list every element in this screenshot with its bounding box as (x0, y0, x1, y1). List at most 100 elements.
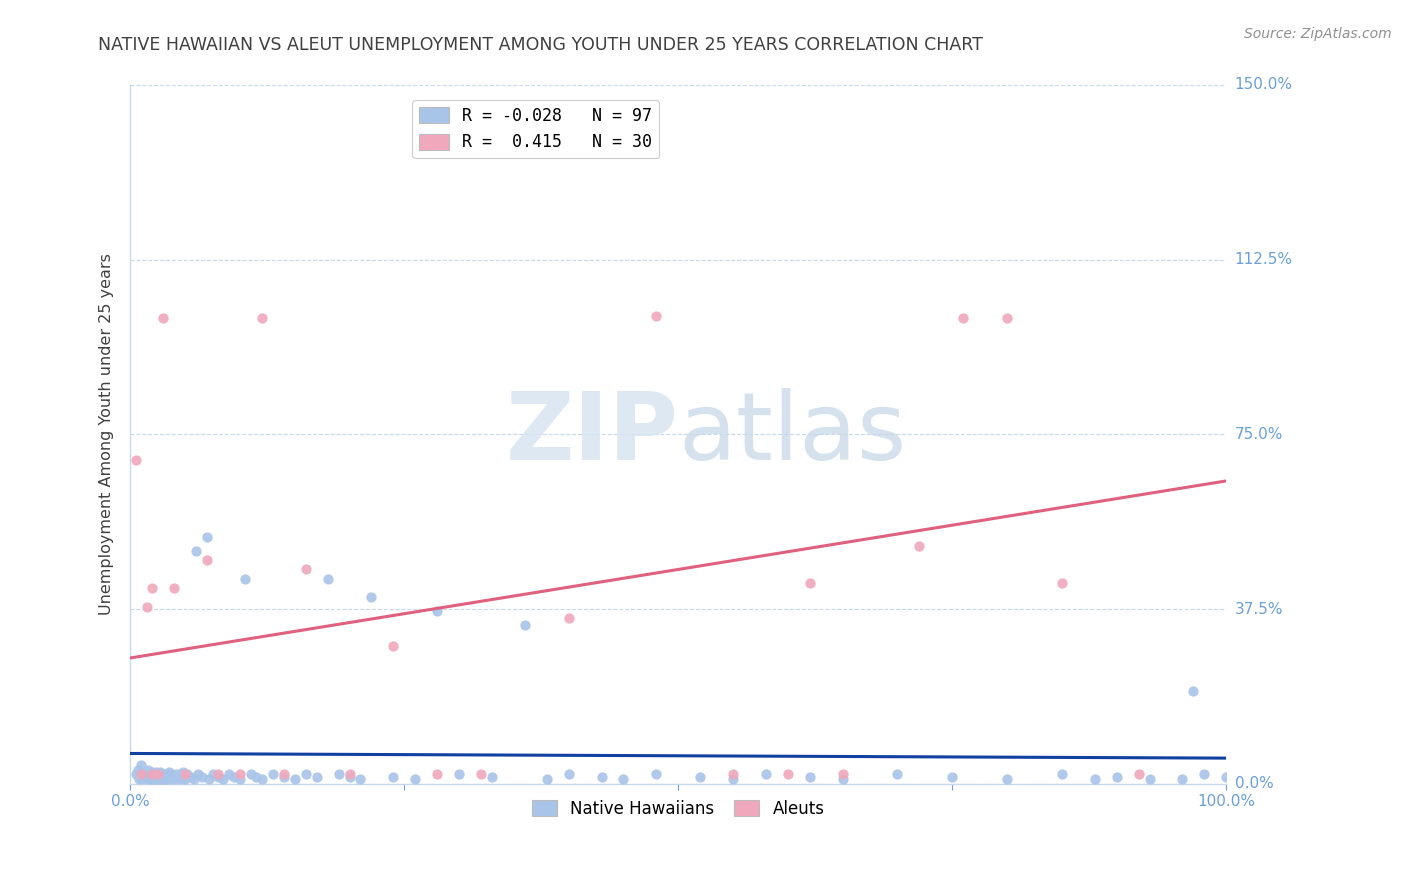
Point (148, 772, 170, 786)
Point (349, 772, 371, 786)
Text: 37.5%: 37.5% (1234, 601, 1284, 616)
Point (195, 553, 218, 567)
Point (143, 772, 166, 786)
Point (1105, 770, 1128, 784)
Point (145, 765, 167, 780)
Point (513, 618, 536, 632)
Point (426, 604, 449, 618)
Point (426, 767, 449, 781)
Point (449, 767, 471, 781)
Point (404, 772, 426, 786)
Point (382, 770, 405, 784)
Point (941, 770, 963, 784)
Point (136, 763, 159, 777)
Point (172, 765, 194, 780)
Point (127, 763, 149, 777)
Point (125, 767, 148, 781)
Point (152, 310, 174, 325)
Point (305, 770, 328, 784)
Point (141, 581, 163, 595)
Point (159, 772, 181, 786)
Point (689, 770, 711, 784)
Point (155, 772, 177, 786)
Point (284, 772, 307, 786)
Point (1050, 576, 1073, 591)
Point (1084, 772, 1107, 786)
Point (190, 770, 212, 784)
Point (995, 772, 1018, 786)
Y-axis label: Unemployment Among Youth under 25 years: Unemployment Among Youth under 25 years (100, 253, 114, 615)
Point (229, 772, 252, 786)
Point (128, 772, 150, 786)
Text: ZIP: ZIP (505, 388, 678, 480)
Point (195, 530, 218, 544)
Point (273, 767, 295, 781)
Point (382, 640, 405, 654)
Point (250, 310, 273, 325)
Point (591, 770, 613, 784)
Point (141, 772, 163, 786)
Text: 0.0%: 0.0% (1234, 776, 1274, 791)
Point (831, 772, 853, 786)
Point (339, 770, 361, 784)
Point (146, 767, 169, 781)
Point (129, 767, 152, 781)
Point (150, 772, 173, 786)
Point (339, 767, 361, 781)
Point (294, 562, 316, 576)
Text: 150.0%: 150.0% (1234, 78, 1292, 93)
Point (207, 767, 229, 781)
Point (176, 767, 198, 781)
Point (557, 611, 579, 625)
Point (721, 772, 744, 786)
Point (952, 310, 974, 325)
Text: 75.0%: 75.0% (1234, 427, 1282, 442)
Point (557, 767, 579, 781)
Point (224, 770, 246, 784)
Point (157, 765, 180, 780)
Point (212, 772, 235, 786)
Point (134, 770, 156, 784)
Point (721, 767, 744, 781)
Point (135, 767, 157, 781)
Point (612, 772, 634, 786)
Point (316, 572, 339, 586)
Point (129, 772, 152, 786)
Point (328, 767, 350, 781)
Point (143, 767, 166, 781)
Point (184, 543, 207, 558)
Legend: Native Hawaiians, Aleuts: Native Hawaiians, Aleuts (526, 793, 831, 824)
Point (799, 576, 821, 591)
Point (166, 767, 188, 781)
Point (1194, 767, 1216, 781)
Text: NATIVE HAWAIIAN VS ALEUT UNEMPLOYMENT AMONG YOUTH UNDER 25 YEARS CORRELATION CHA: NATIVE HAWAIIAN VS ALEUT UNEMPLOYMENT AM… (98, 36, 983, 54)
Point (141, 767, 163, 781)
Point (146, 770, 169, 784)
Point (156, 767, 179, 781)
Text: 112.5%: 112.5% (1234, 252, 1292, 267)
Point (1139, 772, 1161, 786)
Point (165, 772, 187, 786)
Point (229, 767, 252, 781)
Point (886, 767, 908, 781)
Point (239, 767, 262, 781)
Point (125, 453, 148, 467)
Point (174, 767, 197, 781)
Point (250, 772, 273, 786)
Point (132, 767, 155, 781)
Point (799, 770, 821, 784)
Point (198, 772, 221, 786)
Point (201, 767, 224, 781)
Text: atlas: atlas (678, 388, 907, 480)
Point (187, 767, 209, 781)
Point (174, 772, 197, 786)
Point (135, 772, 157, 786)
Point (149, 765, 172, 780)
Point (170, 772, 193, 786)
Point (645, 767, 668, 781)
Point (141, 765, 163, 780)
Point (262, 767, 284, 781)
Point (183, 772, 205, 786)
Point (776, 767, 799, 781)
Point (470, 767, 492, 781)
